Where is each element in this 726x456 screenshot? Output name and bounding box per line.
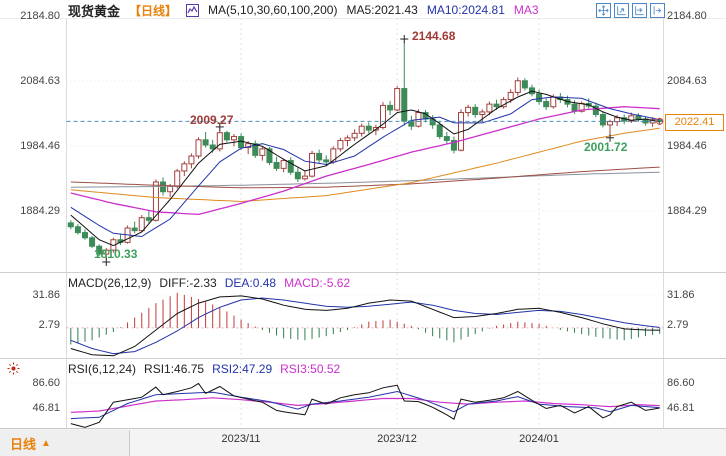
y-tick-main-right: 1884.29: [667, 205, 707, 217]
ma5-value: MA5:2021.43: [346, 3, 418, 17]
macd-title: MACD(26,12,9): [68, 276, 152, 290]
y-tick-main-left: 1884.29: [20, 205, 60, 217]
annotation-high-2009: 2009.27: [190, 113, 234, 127]
pan-right-icon[interactable]: [632, 3, 647, 18]
current-price-marker: 2022.41: [665, 114, 724, 131]
indicator-sun-icon[interactable]: [7, 362, 20, 375]
annotation-low-2001: 2001.72: [584, 140, 628, 154]
y-tick-main-left: 2084.63: [20, 75, 60, 87]
rsi-title: RSI(6,12,24): [68, 362, 137, 376]
tab-daily-period[interactable]: 日线 ▲: [0, 430, 130, 456]
ma-settings-icon[interactable]: [186, 3, 200, 17]
rsi2-value: RSI2:47.29: [212, 362, 273, 376]
y-tick-main-left: 1984.46: [20, 140, 60, 152]
ma30-value: MA3: [513, 3, 539, 17]
y-tick-macd-right: 31.86: [667, 289, 695, 301]
x-tick-month: 2023/11: [221, 433, 261, 445]
x-tick-month: 2023/12: [377, 433, 417, 445]
y-tick-main-right: 1984.46: [667, 140, 707, 152]
ma10-value: MA10:2024.81: [426, 3, 505, 17]
rsi3-value: RSI3:50.52: [280, 362, 341, 376]
crosshair-move-icon[interactable]: [596, 3, 611, 18]
y-tick-macd-right: 2.79: [667, 319, 689, 331]
y-tick-main-right: 2184.80: [667, 10, 707, 22]
y-tick-rsi-left: 86.60: [32, 377, 60, 389]
y-tick-macd-left: 2.79: [38, 319, 60, 331]
y-tick-macd-left: 31.86: [32, 289, 60, 301]
symbol-name: 现货黄金: [68, 3, 121, 19]
zoom-range-icon[interactable]: [614, 3, 629, 18]
macd-header: MACD(26,12,9) DIFF:-2.33 DEA:0.48 MACD:-…: [68, 276, 350, 290]
tab-arrow-up-icon: ▲: [41, 438, 51, 449]
x-tick-month: 2024/01: [519, 433, 559, 445]
period-tag: 【日线】: [129, 3, 178, 18]
y-tick-main-right: 2084.63: [667, 75, 707, 87]
y-tick-main-left: 2184.80: [20, 10, 60, 22]
tab-daily-label: 日线: [10, 437, 37, 452]
macd-dea-value: DEA:0.48: [224, 276, 277, 290]
macd-diff-value: DIFF:-2.33: [159, 276, 217, 290]
collapse-right-icon[interactable]: [650, 3, 665, 18]
annotation-high-2144: 2144.68: [412, 29, 456, 43]
x-axis-strip: 日线 ▲: [0, 428, 726, 456]
y-tick-rsi-right: 86.60: [667, 377, 695, 389]
macd-macd-value: MACD:-5.62: [284, 276, 351, 290]
annotation-low-1810: 1810.33: [94, 247, 138, 261]
rsi1-value: RSI1:46.75: [144, 362, 205, 376]
chart-header: 现货黄金 【日线】 MA(5,10,30,60,100,200) MA5:202…: [68, 2, 539, 19]
y-tick-rsi-left: 46.81: [32, 402, 60, 414]
chart-toolbar: [596, 3, 665, 18]
y-tick-rsi-right: 46.81: [667, 402, 695, 414]
rsi-header: RSI(6,12,24) RSI1:46.75 RSI2:47.29 RSI3:…: [68, 362, 340, 376]
ma-settings-label: MA(5,10,30,60,100,200): [208, 3, 338, 17]
